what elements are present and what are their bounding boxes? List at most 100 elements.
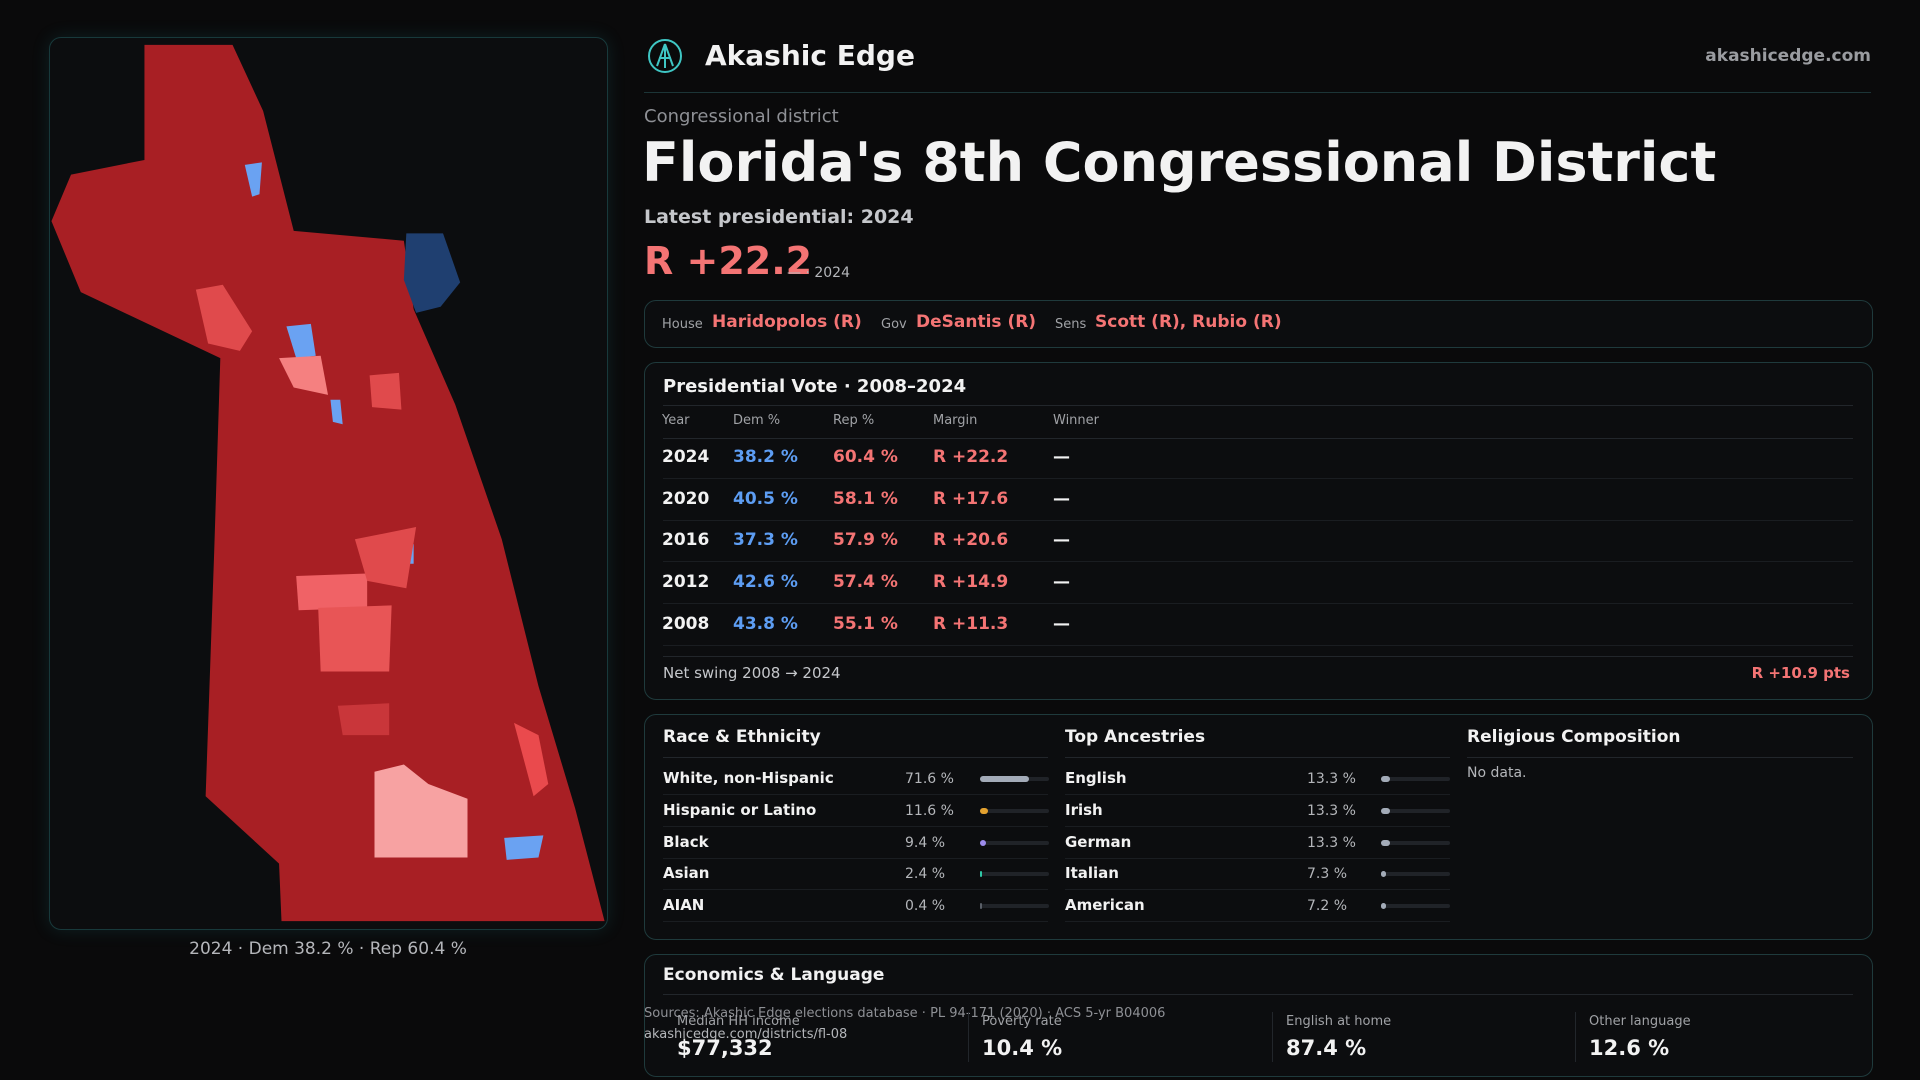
row-label: Black — [663, 832, 709, 851]
row-value: 0.4 % — [905, 898, 946, 915]
kicker: Congressional district — [644, 106, 839, 127]
section-title: Race & Ethnicity — [663, 727, 821, 747]
map-region — [374, 764, 468, 858]
section-title: Economics & Language — [663, 965, 885, 985]
row-value: 11.6 % — [905, 802, 954, 819]
bar — [980, 776, 1030, 782]
divider — [663, 561, 1853, 563]
table-cell: R +22.2 — [933, 447, 1009, 467]
table-cell: 37.3 % — [733, 530, 798, 551]
map-region — [296, 573, 368, 611]
divider — [663, 519, 1853, 521]
religion-note: No data. — [1467, 765, 1527, 781]
map-region — [369, 372, 402, 410]
map-region — [337, 703, 390, 736]
table-cell: 60.4 % — [833, 447, 898, 467]
bar-track — [1381, 872, 1450, 877]
divider — [1575, 1012, 1576, 1062]
bar — [980, 807, 988, 814]
map-region — [195, 284, 253, 351]
row-label: Hispanic or Latino — [663, 800, 817, 819]
row-value: 2.4 % — [905, 866, 946, 883]
bar — [1381, 839, 1391, 846]
table-cell: — — [1053, 572, 1070, 593]
bar — [980, 903, 982, 910]
divider — [1065, 857, 1450, 859]
official-role: Gov — [881, 317, 907, 332]
officials-box — [644, 300, 1873, 348]
divider — [1467, 757, 1853, 758]
district-map — [51, 44, 605, 922]
table-cell: 55.1 % — [833, 613, 898, 634]
table-cell: 2012 — [662, 572, 710, 593]
table-cell: 38.2 % — [733, 447, 798, 467]
divider — [1065, 757, 1450, 758]
divider — [1065, 889, 1450, 891]
divider — [663, 794, 1048, 795]
column-header: Year — [662, 413, 690, 428]
bar-track — [1381, 840, 1450, 845]
row-value: 7.3 % — [1307, 866, 1348, 883]
divider — [663, 825, 1048, 827]
official-name: Scott (R), Rubio (R) — [1095, 312, 1282, 332]
bar — [980, 871, 982, 878]
source-url[interactable]: akashicedge.com/districts/fl-08 — [644, 1027, 848, 1042]
divider — [663, 994, 1853, 995]
stat-value: 10.4 % — [982, 1036, 1063, 1060]
official-role: House — [662, 317, 703, 332]
table-cell: — — [1053, 530, 1070, 551]
bar — [1381, 871, 1387, 878]
column-header: Rep % — [833, 413, 875, 428]
official-name: Haridopolos (R) — [712, 312, 862, 332]
divider — [1065, 825, 1450, 827]
stat-label: English at home — [1286, 1014, 1392, 1029]
presidential-box — [644, 362, 1873, 700]
divider — [663, 478, 1853, 479]
official-name: DeSantis (R) — [916, 312, 1037, 332]
brand: Akashic Edge — [705, 39, 915, 72]
official-role: Sens — [1055, 317, 1087, 332]
row-value: 13.3 % — [1307, 802, 1356, 819]
section-title: Top Ancestries — [1065, 727, 1206, 747]
table-cell: — — [1053, 488, 1070, 509]
divider — [644, 92, 1871, 93]
district-title: Florida's 8th Congressional District — [642, 131, 1717, 194]
section-title: Presidential Vote · 2008–2024 — [663, 376, 967, 397]
table-cell: R +14.9 — [933, 572, 1009, 593]
latest-label: Latest presidential: 2024 — [644, 206, 914, 228]
site[interactable]: akashicedge.com — [1705, 46, 1871, 66]
margin-note: — · 2024 — [787, 265, 850, 281]
divider — [1272, 1012, 1273, 1062]
table-cell: 2016 — [662, 530, 710, 551]
map-region — [403, 233, 461, 313]
row-value: 71.6 % — [905, 771, 954, 787]
table-cell: R +11.3 — [933, 613, 1009, 634]
row-label: German — [1065, 832, 1132, 851]
logo — [648, 39, 682, 73]
table-cell: — — [1053, 447, 1070, 467]
bar — [980, 839, 987, 846]
divider — [663, 603, 1853, 605]
divider — [663, 757, 1048, 758]
map-region — [318, 605, 392, 672]
divider — [663, 656, 1853, 657]
section-title: Religious Composition — [1467, 727, 1681, 747]
row-label: Italian — [1065, 864, 1119, 883]
row-label: White, non-Hispanic — [663, 769, 834, 787]
map-region — [514, 722, 549, 797]
table-cell: R +20.6 — [933, 530, 1009, 551]
column-header: Winner — [1053, 413, 1100, 428]
divider — [663, 438, 1853, 439]
row-value: 13.3 % — [1307, 834, 1356, 851]
swing-label: Net swing 2008 → 2024 — [663, 664, 841, 682]
divider — [663, 889, 1048, 891]
row-label: English — [1065, 769, 1127, 787]
bar-track — [980, 808, 1049, 813]
row-value: 9.4 % — [905, 834, 946, 851]
bar-track — [1381, 904, 1450, 909]
divider — [1065, 921, 1450, 923]
table-cell: 2020 — [662, 488, 710, 509]
map-region — [354, 527, 417, 589]
stat-label: Median HH income — [677, 1014, 800, 1029]
margin: R +22.2 — [644, 239, 813, 283]
